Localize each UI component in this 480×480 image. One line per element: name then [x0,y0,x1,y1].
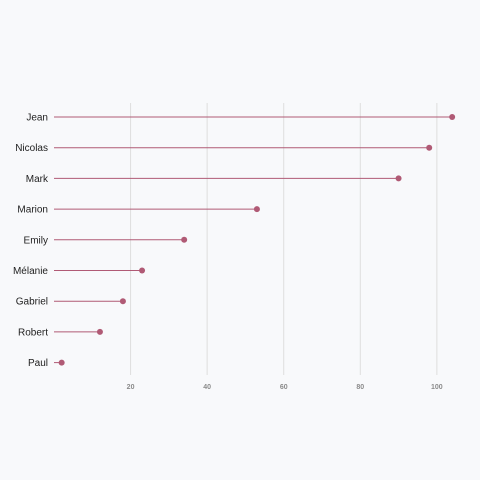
x-tick-label: 80 [356,384,364,391]
category-label: Mélanie [13,266,48,277]
lollipop-dot [426,144,433,151]
lollipop-dot [58,359,65,366]
category-label: Paul [28,358,48,369]
x-tick-label: 60 [280,384,288,391]
grid-layer [130,103,438,375]
x-tick-label: 40 [203,384,211,391]
lollipop-dot [181,236,188,243]
category-label: Emily [24,235,48,246]
lollipop-dot [449,114,456,120]
lollipop-dot [395,175,402,182]
category-label: Mark [26,174,49,185]
stem-layer [54,116,453,364]
lollipop-dot [139,267,146,274]
category-label: Marion [17,205,48,216]
category-label-layer: Jean Nicolas Mark Marion Emily Mélanie Gabriel… [13,113,49,370]
category-label: Nicolas [15,143,48,154]
dot-layer [58,114,456,366]
x-tick-label: 20 [127,384,135,391]
lollipop-dot [253,206,260,213]
lollipop-dot [119,298,126,305]
x-tick-label-layer: 20 40 60 80 100 [127,384,443,391]
category-label: Jean [26,113,48,124]
lollipop-dot [96,328,103,335]
category-label: Gabriel [16,297,48,308]
category-label: Robert [18,327,48,338]
x-tick-label: 100 [431,384,443,391]
